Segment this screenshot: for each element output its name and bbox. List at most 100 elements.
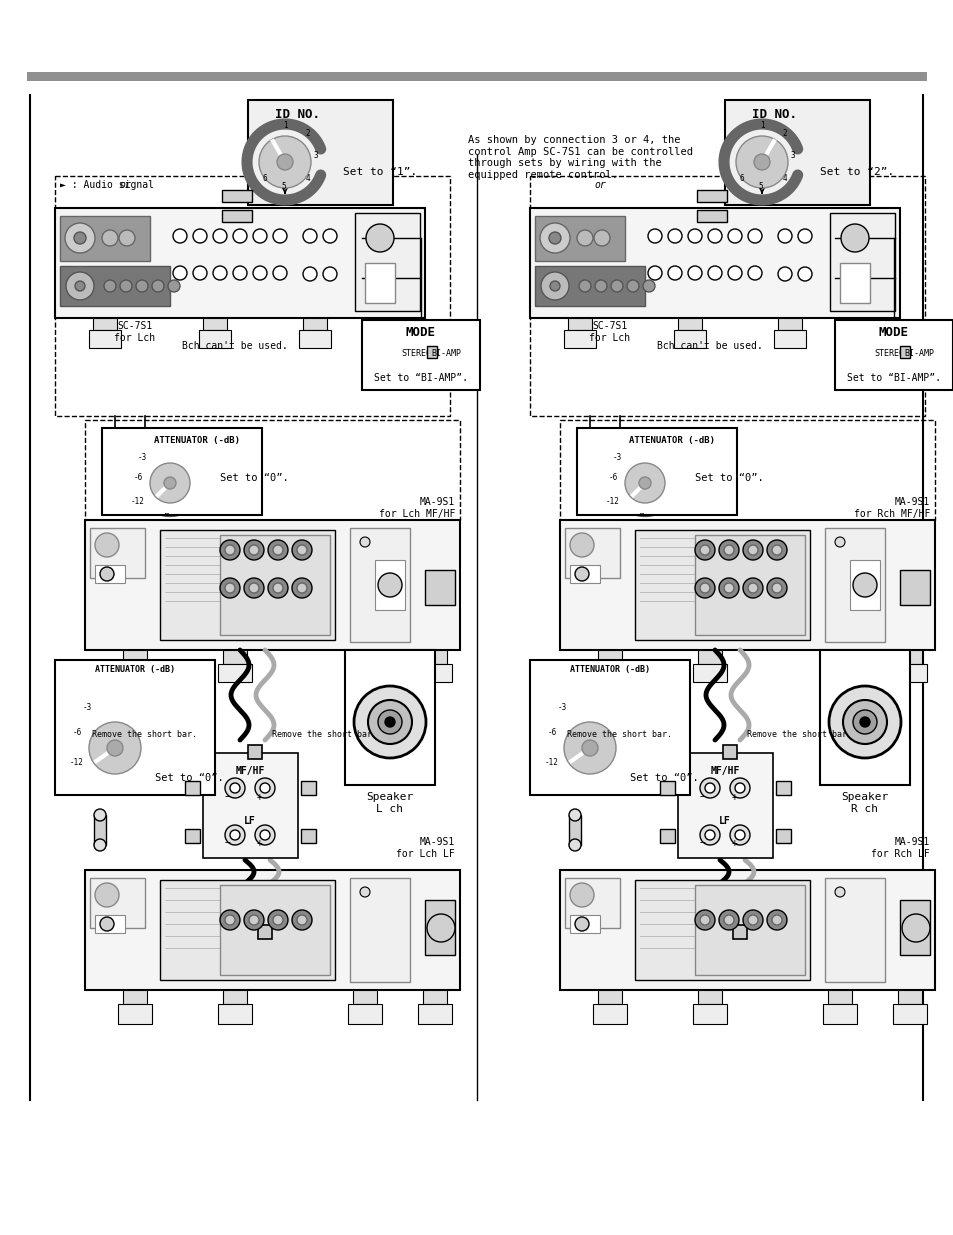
Text: -6: -6 bbox=[547, 729, 556, 737]
Circle shape bbox=[273, 266, 287, 280]
Circle shape bbox=[152, 280, 164, 291]
Text: Remove the short bar.: Remove the short bar. bbox=[747, 730, 852, 740]
Circle shape bbox=[834, 887, 844, 897]
Bar bbox=[248, 745, 262, 760]
Bar bbox=[203, 753, 297, 858]
Bar bbox=[678, 317, 701, 330]
Circle shape bbox=[385, 718, 395, 727]
Circle shape bbox=[220, 578, 240, 598]
Circle shape bbox=[120, 280, 132, 291]
Circle shape bbox=[273, 545, 283, 555]
Circle shape bbox=[707, 266, 721, 280]
Circle shape bbox=[213, 228, 227, 243]
Text: LF: LF bbox=[244, 816, 255, 826]
Bar bbox=[218, 664, 252, 682]
Bar bbox=[85, 420, 459, 520]
Bar bbox=[348, 664, 381, 682]
Bar bbox=[692, 1004, 726, 1024]
Bar bbox=[348, 1004, 381, 1024]
Bar bbox=[185, 829, 200, 844]
Text: or: or bbox=[119, 180, 131, 190]
Circle shape bbox=[225, 583, 234, 593]
Bar bbox=[530, 207, 899, 317]
Circle shape bbox=[244, 540, 264, 559]
Bar bbox=[598, 990, 621, 1004]
Bar bbox=[695, 535, 804, 635]
Bar bbox=[559, 520, 934, 650]
Text: Remove the short bar.: Remove the short bar. bbox=[273, 730, 377, 740]
Text: STEREO: STEREO bbox=[400, 348, 431, 357]
Bar bbox=[220, 885, 330, 974]
Circle shape bbox=[540, 272, 568, 300]
Bar bbox=[822, 664, 856, 682]
Text: +: + bbox=[731, 839, 738, 848]
Bar bbox=[422, 990, 447, 1004]
Circle shape bbox=[303, 228, 316, 243]
Text: −: − bbox=[225, 839, 231, 848]
Bar bbox=[822, 1004, 856, 1024]
Circle shape bbox=[368, 700, 412, 743]
Circle shape bbox=[727, 266, 741, 280]
Text: Speaker
L ch: Speaker L ch bbox=[366, 792, 414, 814]
Bar bbox=[427, 346, 436, 358]
Circle shape bbox=[230, 783, 240, 793]
Text: Bch can't be used.: Bch can't be used. bbox=[182, 341, 288, 351]
Circle shape bbox=[766, 910, 786, 930]
Text: SC-7S1
for Lch: SC-7S1 for Lch bbox=[589, 321, 630, 343]
Text: ID NO.: ID NO. bbox=[752, 107, 797, 121]
Bar bbox=[160, 881, 335, 981]
Circle shape bbox=[249, 545, 258, 555]
Text: ATTENUATOR (-dB): ATTENUATOR (-dB) bbox=[153, 436, 240, 445]
Circle shape bbox=[852, 710, 876, 734]
Bar bbox=[824, 529, 884, 642]
Circle shape bbox=[359, 887, 370, 897]
Bar bbox=[568, 815, 580, 845]
Bar bbox=[535, 216, 624, 261]
Text: Set to “0”.: Set to “0”. bbox=[220, 473, 289, 483]
Bar bbox=[827, 990, 851, 1004]
Bar bbox=[60, 216, 150, 261]
Circle shape bbox=[273, 583, 283, 593]
Text: 1: 1 bbox=[282, 121, 287, 130]
Text: MA-9S1
for Lch LF: MA-9S1 for Lch LF bbox=[395, 837, 455, 858]
Circle shape bbox=[734, 783, 744, 793]
Circle shape bbox=[563, 722, 616, 774]
Circle shape bbox=[244, 578, 264, 598]
Text: Set to “0”.: Set to “0”. bbox=[154, 773, 224, 783]
Circle shape bbox=[225, 825, 245, 845]
Circle shape bbox=[700, 915, 709, 925]
Text: Set to “0”.: Set to “0”. bbox=[695, 473, 763, 483]
Circle shape bbox=[828, 685, 900, 758]
Circle shape bbox=[723, 915, 733, 925]
Circle shape bbox=[172, 266, 187, 280]
Circle shape bbox=[700, 778, 720, 798]
Text: 1: 1 bbox=[759, 121, 763, 130]
Bar bbox=[55, 207, 424, 317]
Circle shape bbox=[89, 722, 141, 774]
Bar bbox=[678, 753, 772, 858]
Circle shape bbox=[742, 578, 762, 598]
Bar bbox=[92, 317, 117, 330]
Bar bbox=[530, 659, 689, 795]
Text: +: + bbox=[731, 792, 738, 802]
Bar bbox=[118, 664, 152, 682]
Bar bbox=[567, 317, 592, 330]
Bar bbox=[90, 878, 145, 927]
Text: 3: 3 bbox=[314, 151, 318, 159]
Bar bbox=[899, 346, 909, 358]
Circle shape bbox=[249, 583, 258, 593]
Circle shape bbox=[719, 910, 739, 930]
Circle shape bbox=[747, 266, 761, 280]
Bar bbox=[563, 330, 596, 348]
Bar bbox=[559, 420, 934, 520]
Circle shape bbox=[747, 228, 761, 243]
Bar bbox=[60, 266, 170, 306]
Circle shape bbox=[778, 267, 791, 282]
Text: ► : Audio signal: ► : Audio signal bbox=[60, 180, 153, 190]
Circle shape bbox=[778, 228, 791, 243]
Circle shape bbox=[687, 228, 701, 243]
Bar bbox=[85, 520, 459, 650]
Circle shape bbox=[95, 534, 119, 557]
Circle shape bbox=[707, 228, 721, 243]
Bar bbox=[89, 330, 121, 348]
